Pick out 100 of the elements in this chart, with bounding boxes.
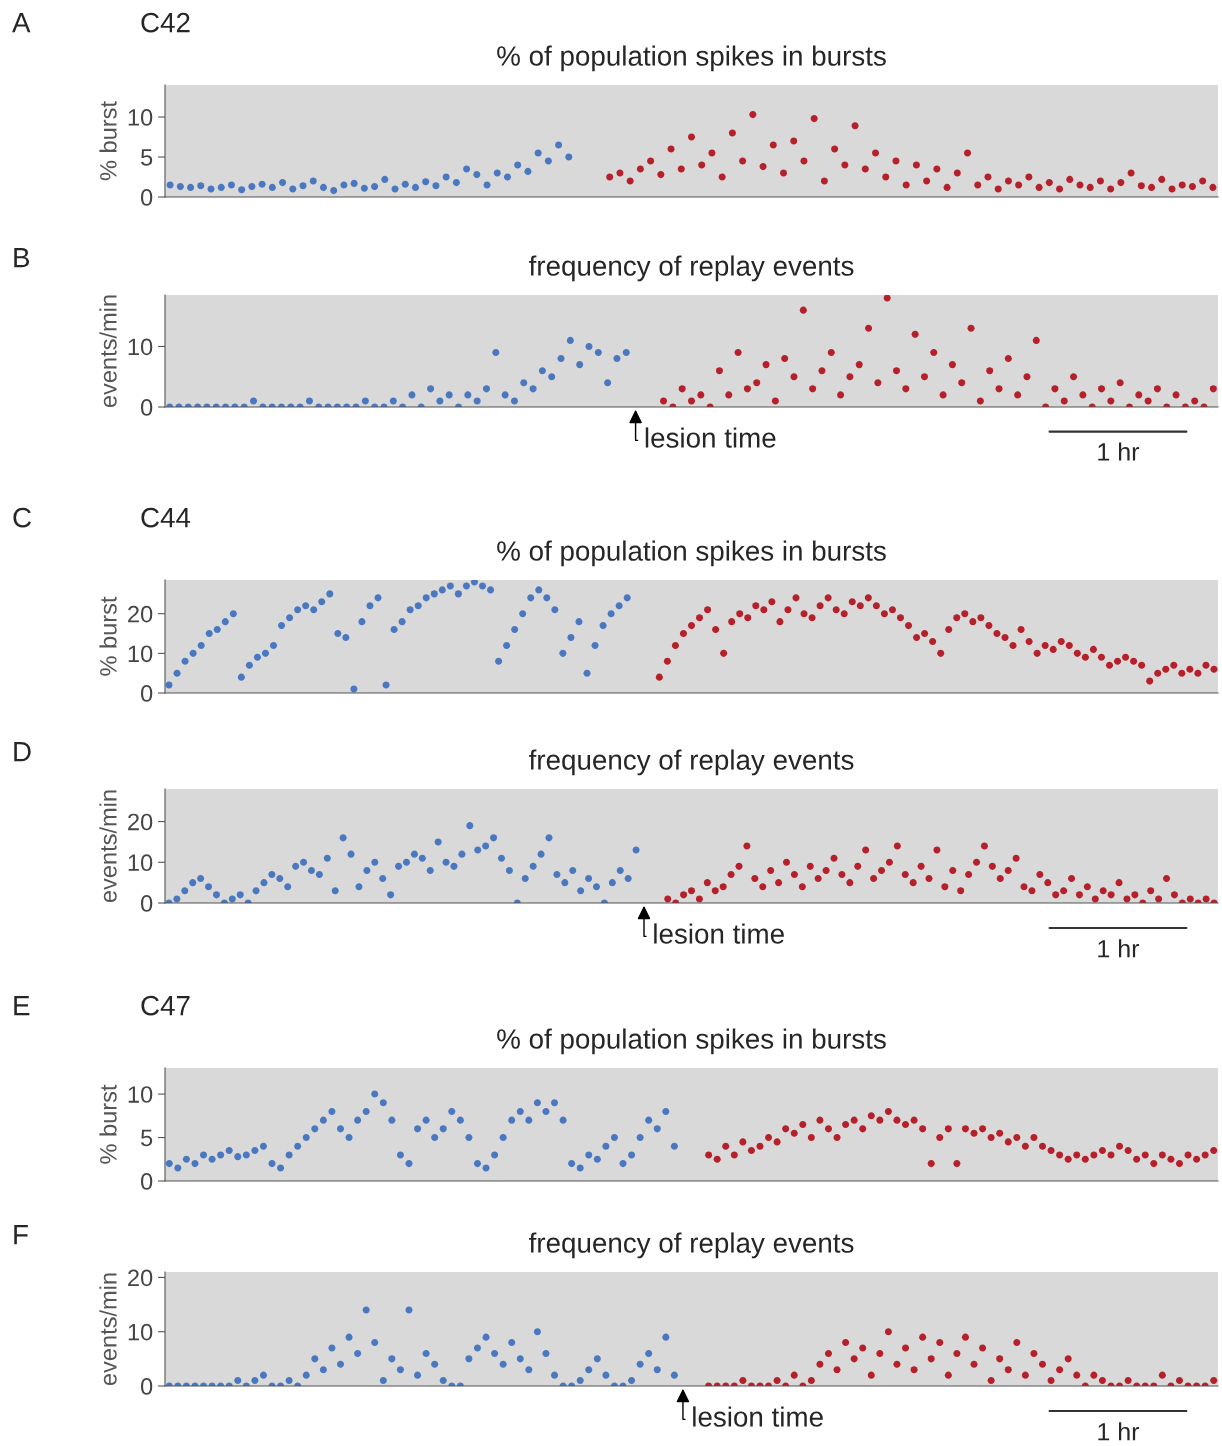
point	[585, 875, 593, 883]
point	[538, 367, 546, 375]
point	[1107, 397, 1115, 405]
point	[657, 171, 665, 179]
point	[439, 1125, 447, 1133]
point	[516, 1355, 524, 1363]
point	[454, 590, 462, 598]
point	[593, 1155, 601, 1163]
point	[1004, 355, 1012, 363]
point	[259, 1371, 267, 1379]
point	[466, 822, 474, 830]
point	[189, 649, 197, 657]
point	[319, 1116, 327, 1124]
y-axis-title: % burst	[99, 596, 117, 676]
point	[876, 1116, 884, 1124]
point	[974, 181, 982, 189]
point	[790, 1371, 798, 1379]
text: C42	[141, 12, 190, 33]
y-tick-label: 20	[128, 813, 153, 831]
point	[456, 1116, 464, 1124]
point	[545, 834, 553, 842]
point	[307, 866, 316, 874]
point	[636, 165, 644, 173]
point	[1015, 181, 1023, 189]
point	[708, 149, 716, 157]
point	[1064, 1355, 1072, 1363]
point	[439, 1377, 447, 1385]
point	[687, 397, 696, 405]
point	[234, 1377, 242, 1385]
point	[842, 1120, 850, 1129]
point	[734, 348, 742, 357]
point	[387, 891, 395, 899]
point	[677, 165, 685, 173]
point	[414, 1371, 422, 1379]
point	[501, 391, 509, 399]
point	[1064, 1155, 1072, 1163]
point	[438, 586, 446, 594]
point	[927, 1160, 935, 1168]
y-tick-label: 10	[128, 645, 153, 663]
text: lesion time	[645, 427, 776, 448]
point	[225, 1147, 233, 1155]
point	[1056, 1151, 1064, 1159]
point	[1025, 173, 1033, 181]
point	[543, 594, 551, 602]
chart-title: % of population spikes in bursts	[497, 540, 886, 567]
point	[548, 373, 556, 381]
point	[799, 306, 807, 314]
point	[402, 858, 411, 866]
point	[1107, 185, 1115, 193]
point	[1116, 1142, 1124, 1150]
point	[1107, 1151, 1115, 1159]
point	[363, 866, 371, 874]
point	[1141, 1151, 1149, 1159]
point	[632, 846, 640, 854]
point	[358, 618, 366, 626]
point	[207, 185, 215, 193]
point	[347, 850, 355, 858]
point	[213, 626, 221, 634]
point	[608, 879, 616, 887]
point	[166, 181, 174, 189]
point	[422, 1116, 430, 1124]
point	[647, 157, 655, 165]
point	[961, 1333, 969, 1341]
text: C	[13, 507, 31, 528]
point	[422, 594, 430, 602]
point	[251, 1147, 259, 1155]
point	[1066, 175, 1074, 183]
point	[561, 879, 569, 887]
point	[653, 1366, 661, 1374]
point	[389, 397, 397, 405]
point	[411, 183, 420, 191]
point	[575, 618, 583, 626]
point	[953, 169, 961, 177]
point	[491, 1349, 499, 1357]
point	[505, 866, 513, 874]
point	[187, 183, 195, 191]
point	[1030, 1349, 1038, 1357]
point	[527, 594, 535, 602]
point	[302, 1134, 310, 1142]
point	[189, 879, 197, 887]
point	[482, 385, 491, 393]
chart-title: frequency of replay events	[529, 255, 854, 282]
y-tick-label: 0	[140, 189, 153, 206]
point	[604, 379, 612, 387]
point	[557, 355, 565, 363]
point	[414, 1125, 422, 1133]
point	[1021, 1142, 1029, 1150]
point	[739, 1377, 747, 1385]
point	[1090, 1371, 1098, 1379]
point	[662, 1333, 670, 1341]
point	[831, 145, 839, 153]
point	[205, 883, 213, 891]
point	[289, 185, 297, 193]
point	[330, 187, 338, 195]
point	[678, 385, 686, 393]
point	[520, 379, 528, 387]
point	[550, 1099, 559, 1107]
point	[465, 1355, 473, 1363]
point	[923, 177, 931, 185]
point	[1098, 1377, 1106, 1385]
